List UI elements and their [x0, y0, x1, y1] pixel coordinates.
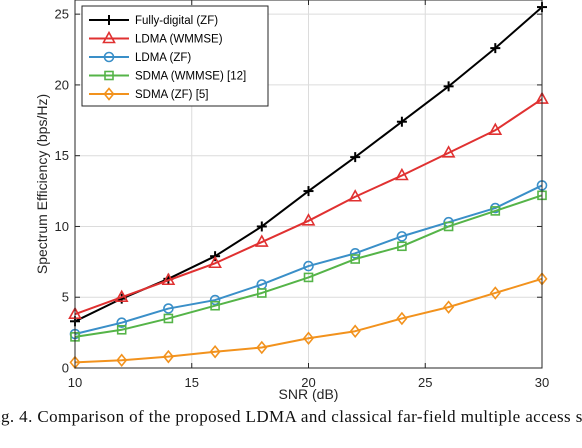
figure-caption-container: Fig. 4. Comparison of the proposed LDMA … — [0, 407, 582, 448]
y-tick-label: 0 — [62, 361, 69, 376]
data-point — [116, 317, 127, 329]
data-point — [116, 324, 127, 335]
legend-marker — [102, 30, 116, 44]
legend-label: LDMA (ZF) — [135, 52, 191, 64]
data-point — [163, 303, 174, 314]
data-point — [254, 234, 269, 247]
figure-caption: Fig. 4. Comparison of the proposed LDMA … — [0, 407, 582, 426]
data-point — [116, 353, 128, 367]
data-point — [396, 231, 408, 242]
series-line — [74, 98, 543, 316]
series-line — [74, 184, 543, 336]
legend-label: SDMA (ZF) [5] — [135, 89, 208, 101]
series-layer — [68, 2, 549, 370]
grid — [74, 0, 543, 369]
series-line — [74, 277, 543, 364]
y-tick-label: 10 — [55, 219, 69, 234]
data-point — [209, 344, 221, 359]
x-tick-label: 20 — [301, 375, 315, 390]
data-point — [490, 43, 501, 54]
data-point — [488, 122, 503, 136]
ticks: 10 15 20 25 30 0 5 10 15 20 25 — [55, 0, 549, 390]
y-axis-label: Spectrum Efficiency (bps/Hz) — [34, 94, 50, 274]
x-tick-label: 30 — [535, 375, 549, 390]
data-point — [303, 272, 314, 283]
series-square — [70, 190, 547, 342]
legend-marker — [103, 51, 115, 63]
data-point — [489, 286, 501, 300]
legend-marker — [103, 87, 115, 101]
data-point — [302, 331, 315, 346]
data-point — [396, 311, 408, 326]
series-line — [74, 194, 543, 338]
data-point — [208, 255, 222, 269]
data-point — [348, 189, 363, 202]
data-point — [350, 254, 361, 264]
data-point — [349, 248, 361, 259]
data-point — [443, 221, 454, 232]
legend-item: SDMA (WMMSE) [12] — [89, 71, 246, 83]
data-point — [209, 294, 221, 306]
x-tick-label: 25 — [418, 375, 432, 390]
data-point — [441, 145, 456, 158]
data-point — [397, 241, 407, 252]
series-triangle — [68, 91, 549, 320]
chart: 10 15 20 25 30 0 5 10 15 20 25 SNR (dB) Spectrum E… — [34, 0, 549, 402]
y-tick-label: 5 — [62, 290, 69, 305]
data-point — [443, 300, 455, 314]
legend-item: Fully-digital (ZF) — [89, 15, 218, 27]
y-tick-label: 20 — [55, 77, 69, 92]
data-point — [162, 349, 174, 364]
data-point — [303, 186, 314, 197]
legend-label: SDMA (WMMSE) [12] — [135, 71, 246, 83]
x-tick-label: 15 — [185, 375, 199, 390]
data-point — [303, 260, 314, 272]
data-point — [163, 313, 174, 324]
legend-marker — [104, 15, 114, 25]
legend-marker — [104, 70, 114, 81]
data-point — [443, 81, 454, 92]
legend: Fully-digital (ZF) LDMA (WMMSE) LDMA (ZF) S… — [81, 5, 269, 107]
legend-label: Fully-digital (ZF) — [135, 15, 218, 27]
data-point — [256, 288, 267, 298]
data-point — [210, 300, 220, 311]
data-point — [395, 167, 409, 181]
data-point — [161, 272, 176, 286]
legend-item: LDMA (WMMSE) — [89, 30, 223, 46]
y-tick-label: 25 — [55, 7, 69, 22]
data-point — [490, 206, 501, 216]
data-point — [256, 221, 267, 232]
data-point — [301, 213, 316, 226]
legend-label: LDMA (WMMSE) — [135, 34, 223, 46]
x-tick-label: 10 — [68, 375, 82, 390]
x-axis-label: SNR (dB) — [279, 386, 339, 402]
y-tick-label: 15 — [55, 148, 69, 163]
legend-item: SDMA (ZF) [5] — [89, 87, 208, 101]
legend-item: LDMA (ZF) — [89, 51, 191, 64]
data-point — [350, 152, 361, 163]
data-point — [396, 116, 407, 127]
data-point — [349, 324, 361, 338]
data-point — [114, 289, 129, 303]
data-point — [256, 340, 268, 355]
